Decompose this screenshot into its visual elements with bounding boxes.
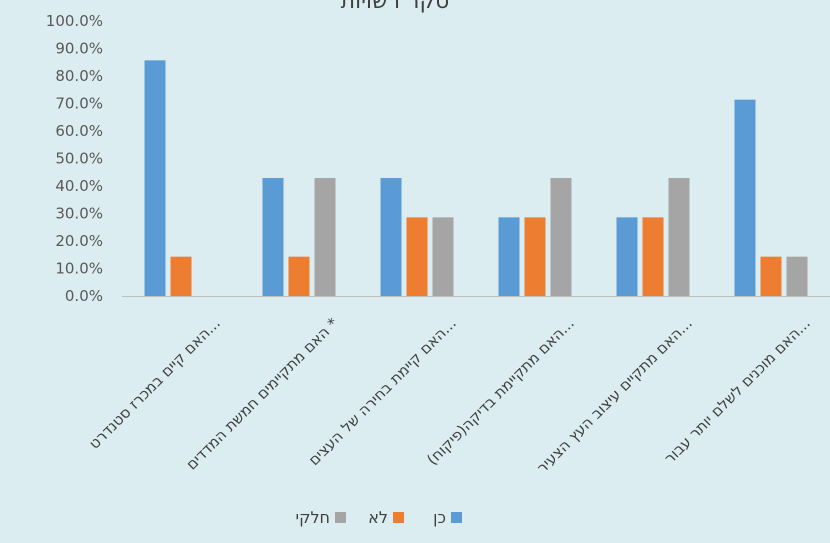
bar	[171, 257, 192, 296]
x-axis: האם קיים במכרז סטנדרט...האם מתקיימים חמש…	[85, 297, 830, 477]
bar	[643, 217, 664, 296]
bars	[145, 60, 808, 296]
y-tick-label: 60.0%	[55, 122, 103, 140]
legend-label: כן	[433, 508, 446, 527]
legend-label: חלקי	[296, 508, 330, 527]
bar	[617, 217, 638, 296]
y-axis: 0.0% 10.0% 20.0% 30.0% 40.0% 50.0% 60.0% 70.0% 8…	[46, 12, 103, 305]
bar	[433, 217, 454, 296]
x-tick-label: האם קיים במכרז סטנדרט...	[85, 314, 224, 453]
y-tick-label: 20.0%	[55, 232, 103, 250]
chart-title: סקר רשויות	[341, 0, 450, 14]
bar	[263, 178, 284, 296]
bar	[735, 100, 756, 296]
y-tick-label: 90.0%	[55, 40, 103, 58]
bar	[289, 257, 310, 296]
legend-label: לא	[368, 508, 388, 527]
y-tick-label: 30.0%	[55, 205, 103, 223]
bar	[787, 257, 808, 296]
bar	[761, 257, 782, 296]
legend-swatch	[393, 512, 404, 523]
bar	[145, 60, 166, 296]
legend-swatch	[335, 512, 346, 523]
y-tick-label: 80.0%	[55, 67, 103, 85]
y-tick-label: 70.0%	[55, 95, 103, 113]
y-tick-label: 0.0%	[65, 287, 103, 305]
bar	[381, 178, 402, 296]
bar	[669, 178, 690, 296]
bar	[315, 178, 336, 296]
bar	[551, 178, 572, 296]
y-tick-label: 10.0%	[55, 260, 103, 278]
bar	[499, 217, 520, 296]
bar	[525, 217, 546, 296]
y-tick-label: 50.0%	[55, 150, 103, 168]
y-tick-label: 40.0%	[55, 177, 103, 195]
legend-swatch	[451, 512, 462, 523]
bar	[407, 217, 428, 296]
legend: כן לא חלקי	[296, 508, 462, 527]
y-tick-label: 100.0%	[46, 12, 103, 30]
